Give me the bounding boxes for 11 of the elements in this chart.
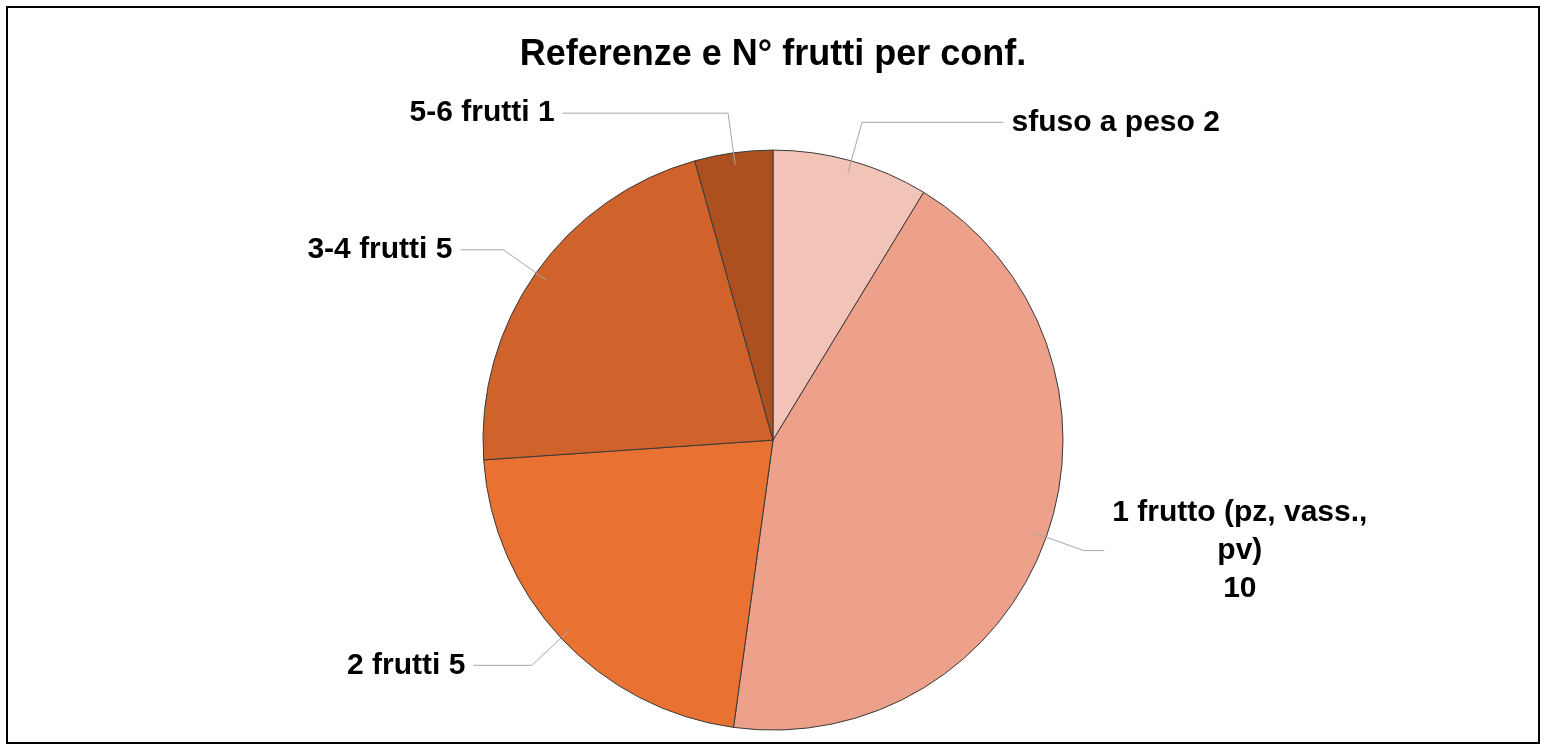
data-label: 1 xyxy=(537,94,555,128)
data-label: 10 xyxy=(1223,569,1257,603)
data-label: 5 xyxy=(448,646,466,680)
data-label: 2 xyxy=(1203,103,1220,137)
slice-label: 1 frutto (pz, vass., pv) xyxy=(1112,493,1368,565)
slice-label: 5-6 frutti xyxy=(409,94,530,128)
slice-label: sfuso a peso xyxy=(1011,103,1195,137)
data-label: 5 xyxy=(435,231,453,265)
slice-label: 3-4 frutti xyxy=(307,231,428,265)
chart-title: Referenze e N° frutti per conf. xyxy=(519,31,1027,73)
slice-label: 2 frutti xyxy=(347,646,441,680)
